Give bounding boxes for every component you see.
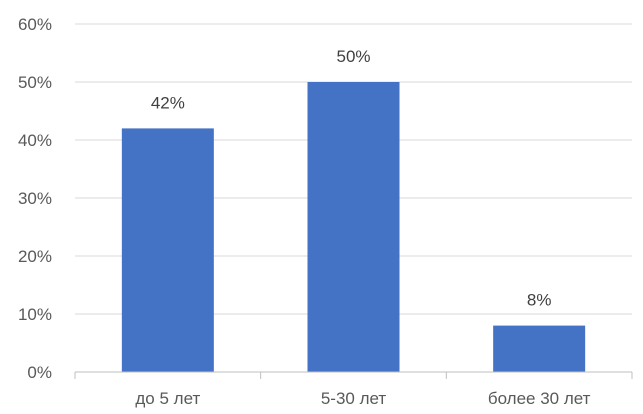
y-axis-ticks: 0% 10% 20% 30% 40% 50% 60% — [18, 15, 52, 382]
data-label: 50% — [336, 47, 370, 66]
y-tick-label: 60% — [18, 15, 52, 34]
y-tick-label: 30% — [18, 189, 52, 208]
y-tick-label: 10% — [18, 305, 52, 324]
x-tick-label: до 5 лет — [135, 389, 200, 408]
x-tick-label: более 30 лет — [488, 389, 591, 408]
bar — [121, 128, 214, 372]
data-label: 8% — [527, 291, 552, 310]
data-labels: 42% 50% 8% — [151, 47, 552, 310]
bar — [307, 82, 400, 372]
y-tick-label: 20% — [18, 247, 52, 266]
data-label: 42% — [151, 93, 185, 112]
y-tick-label: 40% — [18, 131, 52, 150]
bars — [121, 82, 586, 372]
bar — [493, 325, 586, 372]
y-tick-label: 0% — [27, 363, 52, 382]
x-tick-label: 5-30 лет — [321, 389, 387, 408]
y-tick-label: 50% — [18, 73, 52, 92]
x-axis-ticks: до 5 лет 5-30 лет более 30 лет — [74, 371, 633, 408]
